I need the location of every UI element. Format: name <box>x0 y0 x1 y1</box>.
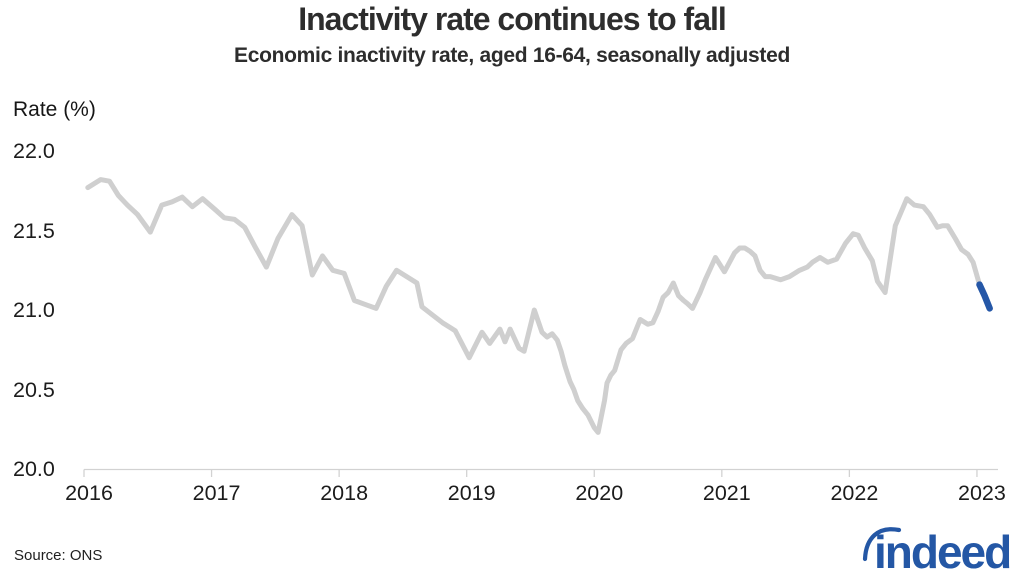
indeed-logo-graphic: indeed <box>862 526 1012 575</box>
indeed-logo-text: indeed <box>874 526 1010 573</box>
x-tick-label: 2020 <box>575 481 624 505</box>
y-axis-label: Rate (%) <box>13 98 96 121</box>
inactivity-line-blue <box>976 281 993 312</box>
x-tick-label: 2022 <box>830 481 879 505</box>
y-tick-label: 22.0 <box>13 139 55 163</box>
indeed-logo-arc-icon <box>862 527 902 562</box>
y-tick-label: 20.5 <box>13 377 55 402</box>
x-tick-label: 2018 <box>320 481 369 505</box>
y-tick-label: 21.0 <box>13 298 55 322</box>
x-tick-label: 2016 <box>65 481 113 505</box>
indeed-logo: indeed <box>858 521 1018 575</box>
chart-title: Inactivity rate continues to fall <box>298 1 727 37</box>
x-tick-label: 2017 <box>192 481 241 505</box>
x-tick-label: 2023 <box>958 481 1006 505</box>
inactivity-line-gray <box>85 177 982 435</box>
x-tick-label: 2021 <box>702 481 751 505</box>
source-note: Source: ONS <box>14 547 103 564</box>
y-tick-label: 20.0 <box>13 457 55 481</box>
y-tick-label: 21.5 <box>13 218 55 243</box>
x-tick-label: 2019 <box>447 481 496 505</box>
chart-subtitle: Economic inactivity rate, aged 16-64, se… <box>234 44 790 67</box>
